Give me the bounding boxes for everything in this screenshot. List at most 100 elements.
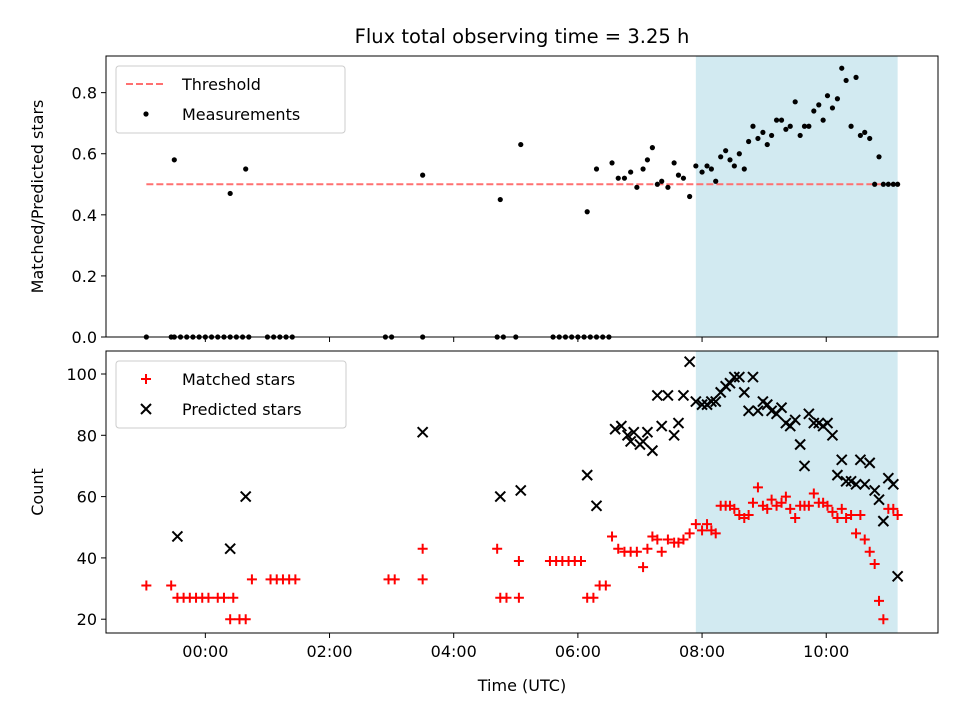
matched-star-marker — [513, 592, 524, 603]
predicted-star-marker — [738, 386, 750, 399]
predicted-star-marker — [854, 454, 867, 466]
measurement-point — [718, 154, 724, 160]
matched-star-marker — [652, 534, 663, 545]
legend-matched-swatch — [141, 374, 151, 384]
predicted-star-marker — [775, 401, 788, 414]
x-tick-label: 04:00 — [431, 642, 477, 661]
predicted-star-marker — [826, 429, 839, 442]
measurement-point — [659, 178, 665, 184]
matched-star-marker — [859, 534, 870, 545]
predicted-star-marker — [683, 356, 696, 368]
matched-star-marker — [218, 592, 229, 603]
predicted-star-marker — [859, 478, 871, 491]
matched-star-marker — [729, 503, 740, 514]
predicted-star-marker — [891, 570, 904, 583]
y-tick-label: 0.6 — [72, 145, 97, 164]
measurement-point — [584, 209, 590, 215]
shaded-region — [695, 56, 898, 337]
y-tick-label: 80 — [77, 426, 97, 445]
predicted-star-marker — [609, 423, 621, 435]
matched-star-marker — [702, 519, 713, 530]
matched-star-marker — [246, 574, 257, 585]
chart-title: Flux total observing time = 3.25 h — [355, 25, 690, 48]
predicted-star-marker — [590, 500, 603, 512]
matched-star-marker — [851, 528, 862, 539]
matched-star-marker — [513, 555, 524, 566]
measurement-point — [741, 166, 747, 172]
measurement-point — [778, 117, 785, 123]
measurement-point — [862, 129, 868, 135]
measurement-point — [843, 77, 849, 84]
legend-box — [115, 360, 347, 429]
matched-star-marker — [827, 506, 838, 517]
x-tick-label: 06:00 — [555, 642, 601, 661]
matched-star-marker — [141, 580, 152, 591]
measurement-point — [675, 172, 682, 178]
matched-star-marker — [790, 513, 801, 524]
y-tick-label: 0.4 — [72, 206, 97, 225]
measurement-point — [857, 132, 863, 139]
measurement-point — [704, 163, 710, 169]
measurement-point — [699, 169, 705, 175]
predicted-star-marker — [705, 395, 718, 408]
matched-star-marker — [836, 503, 847, 514]
matched-star-marker — [710, 528, 721, 539]
measurement-point — [797, 132, 803, 139]
x-tick-label: 02:00 — [306, 642, 352, 661]
predicted-star-marker — [863, 457, 876, 469]
matched-star-marker — [743, 509, 754, 520]
predicted-star-marker — [794, 438, 806, 451]
matched-star-marker — [631, 546, 642, 557]
measurement-point — [518, 141, 524, 148]
predicted-star-marker — [836, 454, 848, 466]
measurement-point — [609, 160, 615, 166]
legend-label: Predicted stars — [182, 400, 302, 419]
matched-star-marker — [747, 497, 758, 508]
measurement-point — [593, 166, 600, 172]
matched-star-marker — [808, 488, 819, 499]
matched-star-marker — [752, 482, 763, 493]
legend-box — [115, 65, 346, 134]
measurement-point — [687, 193, 693, 200]
matched-star-marker — [762, 503, 773, 514]
predicted-star-marker — [494, 490, 506, 503]
matched-star-marker — [389, 574, 400, 585]
matched-star-marker — [785, 503, 796, 514]
measurement-point — [693, 163, 699, 169]
predicted-star-marker — [728, 371, 741, 383]
matched-star-marker — [638, 562, 649, 573]
legend-label: Measurements — [182, 105, 300, 124]
measurement-point — [787, 123, 793, 129]
measurement-point — [649, 145, 655, 151]
top-panel: 0.0 0.2 0.4 0.6 0.8 Flux total observing time… — [28, 25, 939, 347]
measurement-point — [420, 172, 426, 178]
matched-star-marker — [684, 528, 695, 539]
measurement-point — [824, 93, 831, 99]
measurement-point — [634, 184, 640, 190]
matched-star-marker — [690, 519, 701, 530]
matched-star-marker — [888, 503, 899, 514]
measurement-point — [713, 178, 719, 184]
predicted-star-marker — [239, 490, 252, 503]
y-axis-label: Matched/Predicted stars — [28, 100, 47, 294]
measurement-point — [801, 123, 808, 129]
shaded-region — [695, 351, 898, 633]
legend-label: Matched stars — [182, 370, 295, 389]
measurement-point — [811, 108, 817, 114]
predicted-star-marker — [655, 420, 668, 432]
measurement-point — [755, 135, 761, 142]
y-tick-label: 0.2 — [72, 267, 97, 286]
measurement-point — [621, 175, 628, 181]
predicted-star-marker — [742, 405, 755, 417]
measurement-point — [665, 184, 671, 190]
matched-star-marker — [417, 543, 428, 554]
measurement-point — [820, 117, 826, 123]
matched-star-marker — [892, 509, 903, 520]
predicted-star-marker — [747, 371, 759, 383]
matched-star-marker — [822, 500, 833, 511]
y-tick-label: 0.0 — [72, 328, 97, 347]
measurement-point — [769, 132, 775, 139]
predicted-star-marker — [662, 389, 674, 402]
y-axis-label: Count — [28, 468, 47, 516]
predicted-star-marker — [641, 426, 654, 438]
